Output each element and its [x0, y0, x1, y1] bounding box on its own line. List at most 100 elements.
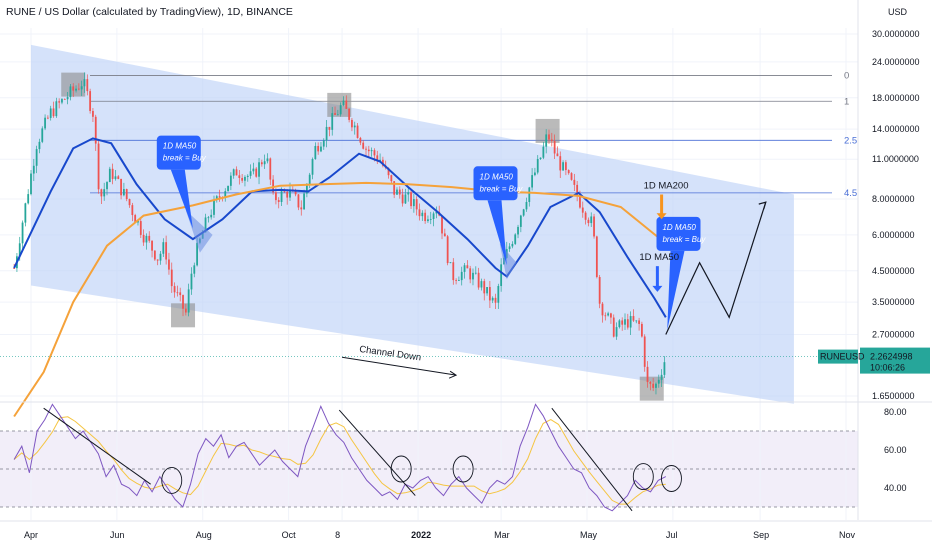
candle-body: [621, 320, 624, 325]
candle-body: [640, 323, 643, 337]
rsi-circle: [161, 466, 183, 494]
candle-body: [24, 203, 27, 223]
candle-body: [655, 383, 657, 388]
candle-body: [277, 200, 280, 202]
candle-body: [52, 108, 55, 117]
chart-title: RUNE / US Dollar (calculated by TradingV…: [6, 6, 293, 18]
x-tick-label: 8: [335, 530, 340, 540]
callout-line1: 1D MA50: [662, 223, 696, 232]
candle-body: [339, 105, 342, 115]
candle-body: [570, 173, 573, 180]
candle-body: [379, 159, 381, 161]
candle-body: [351, 119, 353, 128]
candle-body: [317, 145, 320, 152]
candle-body: [635, 320, 638, 322]
candle-body: [331, 113, 334, 130]
projection-arrowhead: [758, 201, 767, 210]
callout-line2: break = Buy: [662, 235, 706, 244]
candle-body: [148, 235, 151, 241]
candle-body: [244, 176, 246, 181]
highlight-box: [327, 92, 352, 117]
candle-body: [553, 140, 556, 154]
candle-body: [410, 192, 412, 207]
candle-body: [125, 189, 128, 200]
candle-body: [325, 126, 328, 141]
candle-body: [365, 148, 367, 150]
candle-body: [579, 196, 581, 208]
candle-body: [275, 192, 277, 201]
candle-body: [564, 162, 567, 171]
x-tick-label: May: [580, 530, 598, 540]
candle-body: [581, 207, 584, 213]
candle-body: [156, 259, 159, 261]
candle-body: [44, 117, 46, 129]
candle-body: [573, 179, 576, 185]
callout-box: [656, 216, 701, 251]
candle-body: [486, 287, 488, 294]
candle-body: [83, 79, 86, 87]
candle-body: [303, 193, 305, 210]
candle-body: [260, 162, 263, 165]
y-tick-label: 1.6500000: [872, 391, 915, 401]
candle-body: [508, 246, 511, 250]
ma50-label: 1D MA50: [639, 252, 679, 263]
candle-body: [610, 313, 612, 318]
candle-body: [215, 196, 218, 200]
rsi-signal-line: [13, 416, 666, 505]
candle-body: [528, 187, 531, 202]
candle-body: [69, 86, 72, 98]
candle-body: [193, 265, 196, 274]
candle-body: [432, 213, 435, 219]
candle-body: [137, 221, 139, 223]
candle-body: [643, 336, 646, 367]
candle-body: [480, 281, 483, 288]
candle-body: [108, 168, 111, 183]
candle-body: [567, 170, 570, 174]
candle-body: [477, 272, 480, 288]
highlight-box: [639, 376, 664, 401]
ma50-line: [13, 137, 667, 318]
ma-arrow-head: [656, 213, 667, 220]
x-tick-label: 2022: [411, 530, 431, 540]
callout-pointer: [667, 250, 685, 330]
x-tick-label: Nov: [839, 530, 856, 540]
fib-level-label: 1: [844, 96, 849, 107]
candle-body: [153, 250, 156, 260]
candle-body: [142, 234, 145, 243]
callout-pointer: [487, 200, 507, 266]
rsi-line: [13, 403, 667, 512]
candle-body: [63, 99, 66, 100]
x-tick-label: Sep: [753, 530, 769, 540]
candle-body: [342, 100, 345, 106]
candle-body: [584, 212, 587, 220]
candle-body: [545, 134, 548, 147]
candle-body: [145, 235, 148, 243]
candle-body: [218, 196, 221, 198]
y-tick-label: 4.5000000: [872, 266, 915, 276]
rsi-tick-label: 40.00: [884, 483, 907, 493]
rsi-trendline: [43, 407, 151, 485]
candle-body: [601, 303, 604, 316]
candle-body: [626, 319, 629, 328]
rsi-tick-label: 60.00: [884, 445, 907, 455]
candle-body: [21, 222, 24, 244]
candle-body: [58, 101, 61, 103]
candle-body: [531, 175, 534, 188]
candle-body: [607, 313, 610, 316]
candle-body: [100, 189, 103, 197]
candle-body: [123, 189, 125, 196]
candle-body: [30, 173, 32, 195]
candle-body: [401, 194, 404, 204]
candle-body: [536, 158, 539, 173]
candle-body: [13, 268, 16, 269]
candle-body: [598, 277, 601, 304]
candle-body: [415, 199, 418, 210]
candle-body: [629, 316, 632, 328]
fib-level-label: 2.5: [844, 135, 857, 146]
y-tick-label: 14.0000000: [872, 124, 920, 134]
candle-body: [75, 88, 77, 91]
candle-body: [86, 79, 89, 92]
candle-body: [179, 292, 182, 296]
candle-body: [286, 191, 289, 198]
